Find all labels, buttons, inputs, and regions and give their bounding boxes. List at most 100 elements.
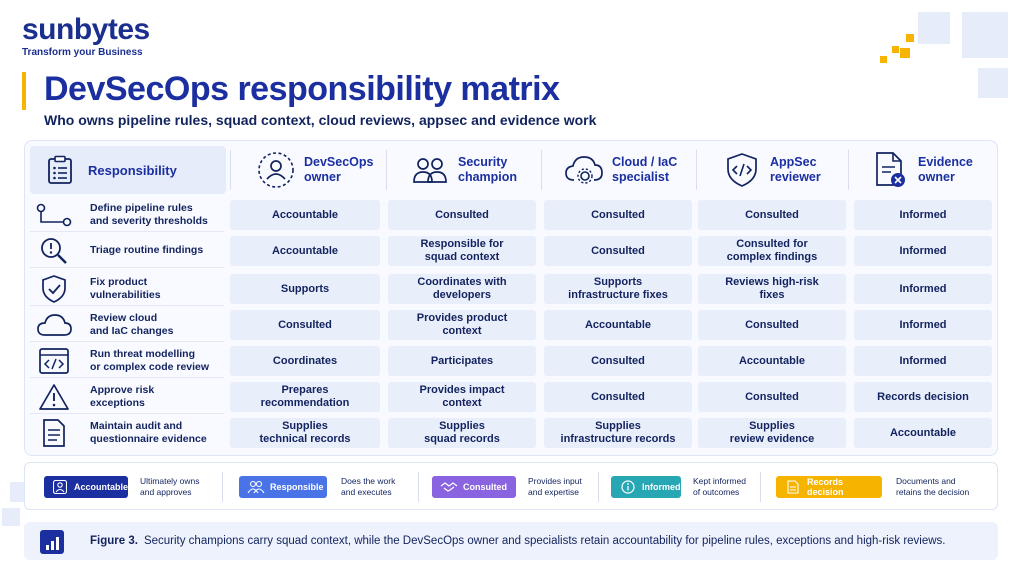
matrix-cell: Participates (388, 346, 536, 376)
row-label: Define pipeline rules and severity thresh… (30, 198, 224, 232)
brand-name: sunbytes (22, 13, 150, 46)
decor-square (918, 12, 950, 44)
shield-code-icon (722, 150, 762, 190)
title-accent-bar (22, 72, 26, 110)
info-icon (619, 479, 637, 495)
cloud-icon (34, 308, 74, 342)
matrix-cell: Reviews high-risk fixes (698, 274, 846, 304)
matrix-cell: Accountable (230, 236, 380, 266)
code-window-icon (34, 344, 74, 378)
legend-desc: Documents and retains the decision (896, 476, 970, 497)
shield-check-icon (34, 272, 74, 306)
matrix-cell: Consulted (544, 346, 692, 376)
matrix-cell: Records decision (854, 382, 992, 412)
legend-desc: Kept informed of outcomes (693, 476, 746, 497)
matrix-cell: Prepares recommendation (230, 382, 380, 412)
row-label: Maintain audit and questionnaire evidence (30, 416, 224, 450)
person-icon (52, 479, 69, 495)
page-title: DevSecOps responsibility matrix (44, 70, 560, 108)
people-icon (410, 150, 450, 190)
row-label: Review cloud and IaC changes (30, 308, 224, 342)
matrix-cell: Accountable (854, 418, 992, 448)
brand-tagline: Transform your Business (22, 47, 143, 58)
matrix-row-fix-product-vulnerabilities: Fix product vulnerabilities Supports Coor… (30, 272, 994, 306)
matrix-cell: Supplies review evidence (698, 418, 846, 448)
pipeline-icon (34, 198, 74, 232)
clipboard-list-icon (40, 150, 80, 190)
matrix-cell: Consulted (388, 200, 536, 230)
matrix-cell: Supports infrastructure fixes (544, 274, 692, 304)
decor-square (900, 48, 910, 58)
matrix-row-review-cloud-iac: Review cloud and IaC changes Consulted Pr… (30, 308, 994, 342)
legend-desc: Does the work and executes (341, 476, 396, 497)
matrix-cell: Consulted (544, 200, 692, 230)
row-label: Approve risk exceptions (30, 380, 224, 414)
document-badge-icon (870, 150, 910, 190)
matrix-cell: Coordinates with developers (388, 274, 536, 304)
handshake-icon (440, 479, 458, 495)
decor-square (2, 508, 20, 526)
figure-caption: Figure 3. Security champions carry squad … (90, 535, 946, 547)
matrix-cell: Responsible for squad context (388, 236, 536, 266)
matrix-cell: Consulted for complex findings (698, 236, 846, 266)
legend-badge-consulted: Consulted (432, 476, 516, 498)
matrix-cell: Consulted (698, 310, 846, 340)
decor-square (906, 34, 914, 42)
legend-divider (760, 472, 761, 502)
matrix-cell: Consulted (544, 236, 692, 266)
document-icon (34, 416, 74, 450)
matrix-cell: Informed (854, 310, 992, 340)
matrix-row-define-pipeline-rules: Define pipeline rules and severity thresh… (30, 198, 994, 232)
header-role-security-champion: Security champion (410, 146, 540, 194)
search-alert-icon (34, 234, 74, 268)
matrix-cell: Accountable (698, 346, 846, 376)
header-role-cloud-iac-specialist: Cloud / IaC specialist (564, 146, 694, 194)
matrix-cell: Informed (854, 274, 992, 304)
header-divider (848, 150, 849, 190)
brand-logo: sunbytes Transform your Business (22, 13, 150, 59)
legend-desc: Provides input and expertise (528, 476, 582, 497)
people-icon (247, 479, 265, 495)
matrix-cell: Coordinates (230, 346, 380, 376)
header-divider (386, 150, 387, 190)
matrix-cell: Supplies infrastructure records (544, 418, 692, 448)
legend-badge-responsible: Responsible (239, 476, 327, 498)
matrix-cell: Provides product context (388, 310, 536, 340)
cloud-gear-icon (564, 150, 604, 190)
decor-square (978, 68, 1008, 98)
matrix-row-approve-risk-exceptions: Approve risk exceptions Prepares recommend… (30, 380, 994, 414)
header-role-label: AppSec reviewer (770, 155, 821, 184)
header-divider (696, 150, 697, 190)
legend-divider (598, 472, 599, 502)
matrix-cell: Consulted (698, 200, 846, 230)
legend-divider (222, 472, 223, 502)
matrix-cell: Consulted (544, 382, 692, 412)
header-role-appsec-reviewer: AppSec reviewer (722, 146, 852, 194)
header-divider (541, 150, 542, 190)
matrix-cell: Supplies technical records (230, 418, 380, 448)
legend-badge-informed: Informed (611, 476, 681, 498)
matrix-cell: Informed (854, 200, 992, 230)
matrix-cell: Consulted (230, 310, 380, 340)
row-label: Triage routine findings (30, 234, 224, 268)
decor-square (892, 46, 899, 53)
legend-divider (418, 472, 419, 502)
matrix-cell: Supports (230, 274, 380, 304)
matrix-row-run-threat-modelling: Run threat modelling or complex code revi… (30, 344, 994, 378)
header-role-label: Evidence owner (918, 155, 973, 184)
header-responsibility-label: Responsibility (88, 162, 177, 178)
header-responsibility: Responsibility (30, 146, 226, 194)
document-icon (784, 479, 802, 495)
header-role-devsecops-owner: DevSecOps owner (256, 146, 386, 194)
matrix-cell: Informed (854, 236, 992, 266)
header-divider (230, 150, 231, 190)
warning-icon (34, 380, 74, 414)
person-dashed-circle-icon (256, 150, 296, 190)
decor-square (962, 12, 1008, 58)
matrix-cell: Consulted (698, 382, 846, 412)
matrix-cell: Provides impact context (388, 382, 536, 412)
matrix-cell: Accountable (544, 310, 692, 340)
row-label: Run threat modelling or complex code revi… (30, 344, 224, 378)
row-label: Fix product vulnerabilities (30, 272, 224, 306)
matrix-cell: Accountable (230, 200, 380, 230)
